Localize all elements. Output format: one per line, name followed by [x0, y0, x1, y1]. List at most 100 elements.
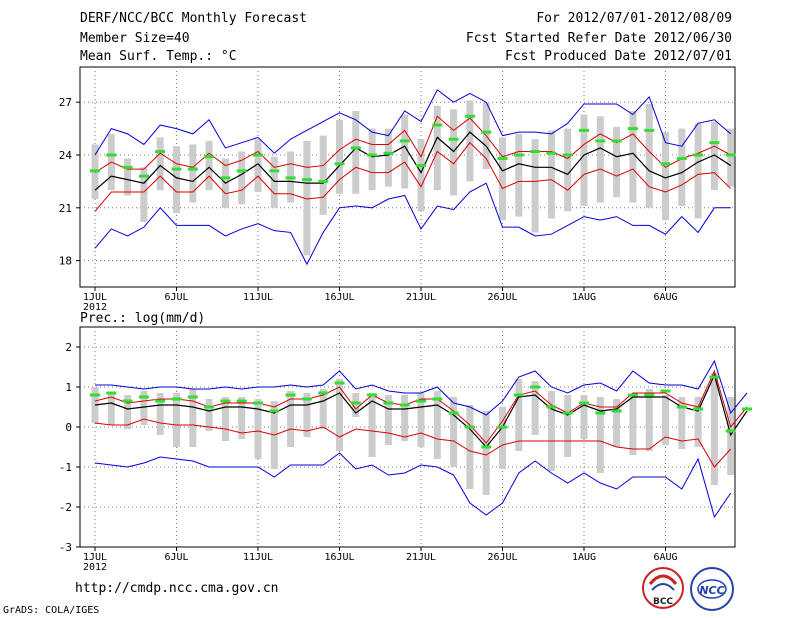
spread-box [450, 109, 458, 196]
spread-box [270, 156, 278, 208]
x-tick-label: 26JUL [487, 292, 517, 303]
spread-box [254, 399, 262, 459]
spread-box [629, 111, 637, 203]
x-tick-label: 21JUL [406, 292, 436, 303]
ncc-logo: NCC [690, 567, 734, 611]
x-tick-label: 1JUL [83, 292, 107, 303]
chart-title: DERF/NCC/BCC Monthly Forecast [80, 11, 307, 26]
spread-box [710, 373, 718, 485]
x-tick-label: 6JUL [164, 552, 188, 563]
y-tick-label: 24 [59, 149, 73, 162]
x-tick-label: 16JUL [324, 552, 354, 563]
spread-box [499, 137, 506, 221]
spread-box [156, 137, 164, 191]
spread-box [547, 391, 555, 471]
spread-box [401, 114, 409, 189]
spread-box [173, 146, 180, 214]
spread-box [629, 395, 637, 455]
spread-box [580, 395, 588, 439]
spread-box [401, 395, 409, 441]
source-url[interactable]: http://cmdp.ncc.cma.gov.cn [75, 581, 279, 596]
spread-box [287, 391, 295, 447]
member-size: Member Size=40 [80, 31, 190, 46]
precip-title: Prec.: log(mm/d) [80, 311, 205, 326]
x-tick-label: 26JUL [487, 552, 517, 563]
y-tick-label: 0 [65, 421, 72, 434]
upper-percentile-line [94, 369, 748, 444]
y-tick-label: -2 [59, 501, 72, 514]
lower-percentile-line [94, 418, 732, 468]
produced-date: Fcst Produced Date 2012/07/01 [505, 49, 732, 64]
spread-box [238, 397, 246, 439]
spread-box [580, 114, 588, 207]
precip-panel-frame [79, 326, 736, 548]
spread-box [662, 132, 669, 221]
x-tick-label: 1AUG [572, 552, 596, 563]
spread-box [205, 399, 213, 431]
spread-box [384, 128, 392, 187]
y-tick-label: 27 [59, 96, 72, 109]
x-tick-label: 21JUL [406, 552, 436, 563]
spread-box [417, 139, 425, 212]
spread-box [319, 389, 327, 429]
year-label: 2012 [83, 562, 107, 573]
lower-percentile-line [94, 141, 732, 212]
spread-box [499, 407, 506, 469]
x-tick-label: 6JUL [164, 292, 188, 303]
spread-box [124, 395, 132, 429]
lower-extreme-line [94, 452, 732, 519]
spread-box [368, 393, 376, 457]
variable-label: Mean Surf. Temp.: °C [80, 49, 237, 64]
spread-box [710, 121, 718, 191]
spread-box [384, 395, 392, 445]
spread-box [645, 103, 653, 208]
spread-box [645, 389, 653, 451]
x-tick-label: 11JUL [243, 292, 273, 303]
ensemble-mean-line [94, 131, 732, 191]
spread-box [515, 133, 523, 217]
spread-box [596, 397, 604, 473]
y-tick-label: 2 [65, 341, 72, 354]
spread-box [107, 393, 115, 425]
ensemble-mean-line [94, 373, 748, 448]
temperature-panel-frame [79, 66, 736, 288]
spread-box [564, 128, 572, 212]
spread-box [727, 128, 735, 187]
spread-box [124, 158, 132, 196]
spread-box [433, 105, 441, 191]
upper-extreme-line [94, 89, 732, 156]
spread-box [417, 393, 425, 447]
precipitation-panel: 1JUL 6JUL 11JUL 16JUL 21JUL 26JUL 1AUG 6AUG2012… [59, 327, 752, 573]
spread-box [450, 397, 458, 467]
spread-box [156, 393, 164, 435]
spread-box [368, 128, 376, 191]
spread-box [678, 397, 686, 449]
spread-box [433, 391, 441, 459]
spread-box [531, 381, 539, 435]
spread-box [678, 128, 686, 207]
spread-box [662, 395, 669, 445]
spread-box [173, 393, 180, 447]
x-tick-label: 1AUG [572, 292, 596, 303]
upper-extreme-line [95, 359, 748, 416]
spread-box [466, 405, 474, 489]
y-tick-label: -1 [59, 461, 72, 474]
spread-box [319, 135, 327, 215]
spread-box [482, 411, 490, 495]
x-tick-label: 1JUL [83, 552, 107, 563]
started-date: Fcst Started Refer Date 2012/06/30 [465, 31, 732, 46]
spread-box [336, 119, 343, 194]
spread-box [466, 100, 474, 182]
spread-box [336, 379, 343, 451]
y-tick-label: 18 [59, 255, 72, 268]
spread-box [613, 126, 621, 198]
spread-box [221, 397, 229, 441]
spread-box [254, 139, 262, 192]
year-label: 2012 [83, 302, 107, 313]
x-tick-label: 11JUL [243, 552, 273, 563]
spread-box [596, 116, 604, 203]
forecast-period: For 2012/07/01-2012/08/09 [536, 11, 732, 26]
x-tick-label: 6AUG [653, 292, 677, 303]
bcc-logo: BCC [642, 567, 684, 609]
spread-box [694, 123, 702, 219]
